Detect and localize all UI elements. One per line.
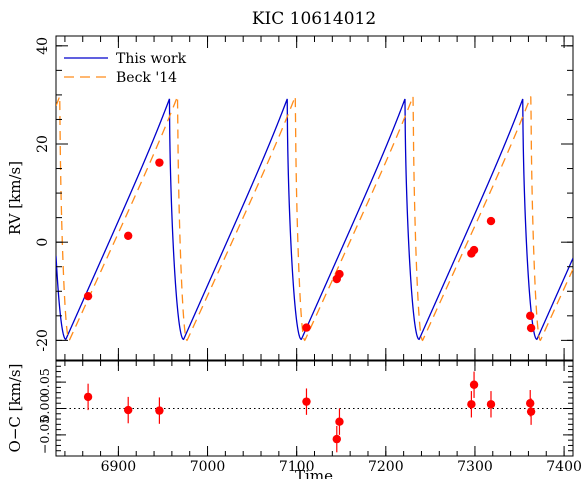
- residual-y-tick-label: 0.00: [37, 395, 52, 423]
- residual-data-point: [155, 406, 164, 415]
- rv-data-point: [469, 245, 479, 255]
- rv-y-tick-label: 20: [35, 135, 51, 153]
- x-tick-label: 6900: [101, 459, 137, 475]
- beck-14-curve: [56, 96, 573, 342]
- rv-data-point: [526, 323, 536, 333]
- x-tick-label: 7000: [190, 459, 226, 475]
- x-tick-label: 7100: [279, 459, 315, 475]
- chart-title: KIC 10614012: [252, 9, 376, 29]
- rv-points: [83, 158, 536, 333]
- x-tick-label: 7400: [546, 459, 581, 475]
- residual-panel: −0.050.000.05 6900 7000 7100 7200 7300 7400: [37, 360, 581, 475]
- rv-y-axis-label: RV [km/s]: [6, 161, 24, 235]
- rv-data-point: [155, 158, 164, 167]
- residual-data-point: [302, 397, 311, 406]
- rv-y-tick-label: 0: [35, 238, 51, 247]
- rv-y-tick-label: -20: [35, 329, 51, 352]
- residual-data-point: [335, 417, 344, 426]
- this-work-curve: [56, 98, 573, 341]
- legend-this-work-label: This work: [116, 51, 187, 67]
- residual-data-point: [526, 399, 535, 408]
- x-axis-label: Time: [295, 467, 333, 479]
- rv-data-point: [526, 311, 535, 321]
- rv-y-tick-label: 40: [35, 37, 51, 55]
- residual-data-point: [486, 400, 496, 409]
- rv-ticks: -20 0 20 40: [35, 36, 573, 360]
- residual-data-point: [526, 407, 536, 416]
- residual-data-point: [467, 400, 476, 409]
- rv-data-point: [124, 231, 133, 240]
- residual-data-point: [469, 380, 479, 389]
- rv-data-point: [486, 216, 496, 226]
- residual-y-tick-label: −0.05: [37, 416, 52, 454]
- x-tick-label: 7200: [368, 459, 404, 475]
- residual-y-tick-label: 0.05: [37, 368, 52, 396]
- rv-legend: This work Beck '14: [64, 51, 187, 86]
- residual-data-point: [124, 405, 133, 415]
- residual-ticks: −0.050.000.05 6900 7000 7100 7200 7300 7400: [37, 360, 581, 475]
- rv-panel: -20 0 20 40 This work Beck '14: [35, 35, 574, 361]
- legend-beck-label: Beck '14: [116, 70, 177, 86]
- rv-data-point: [83, 291, 93, 301]
- rv-data-point: [335, 269, 344, 279]
- residual-data-point: [332, 434, 341, 444]
- rv-data-point: [302, 323, 311, 332]
- residual-points: [83, 371, 536, 453]
- rv-curves: [56, 96, 573, 342]
- x-tick-label: 7300: [457, 459, 493, 475]
- residual-data-point: [83, 392, 93, 402]
- residual-y-axis-label: O−C [km/s]: [6, 364, 24, 453]
